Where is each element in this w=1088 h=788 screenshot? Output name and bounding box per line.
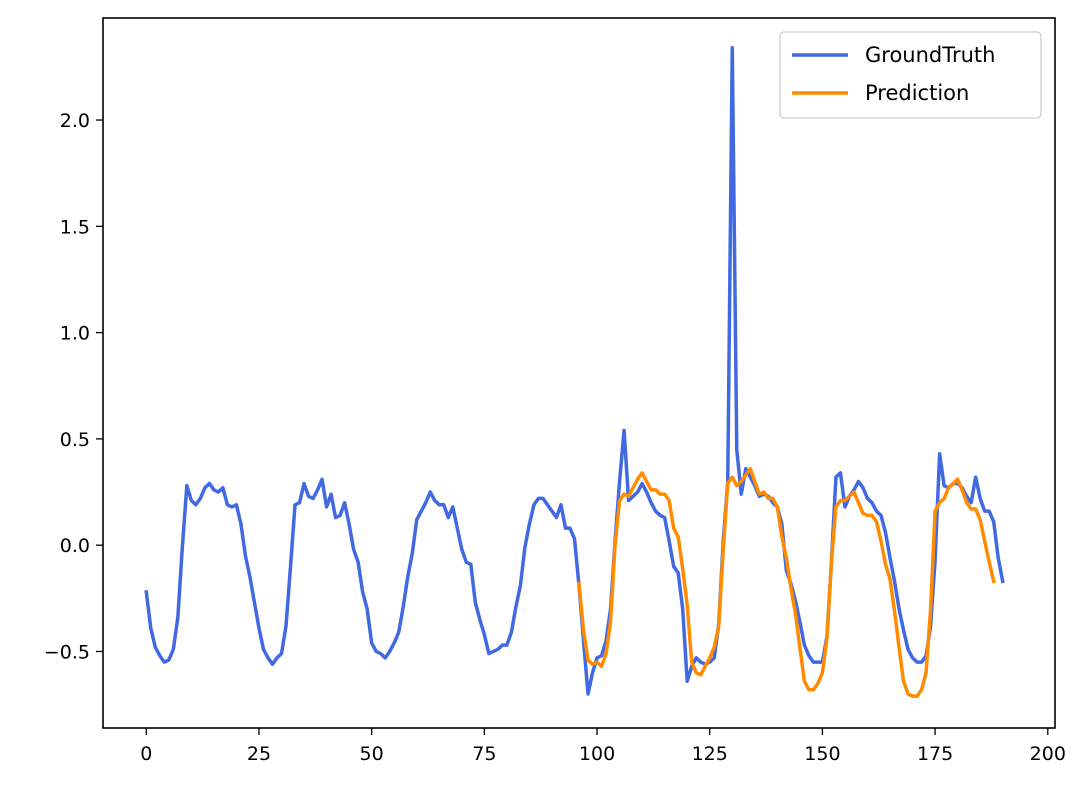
y-tick-label: −0.5 bbox=[44, 641, 90, 663]
y-tick-label: 1.0 bbox=[60, 323, 90, 345]
x-tick-label: 100 bbox=[579, 743, 615, 765]
x-tick-label: 75 bbox=[472, 743, 496, 765]
x-tick-label: 150 bbox=[804, 743, 840, 765]
legend: GroundTruth Prediction bbox=[779, 31, 1042, 119]
legend-label-prediction: Prediction bbox=[865, 81, 969, 105]
y-tick-label: 1.5 bbox=[60, 216, 90, 238]
plot-background bbox=[103, 18, 1055, 728]
x-tick-label: 25 bbox=[247, 743, 271, 765]
y-tick-label: 2.0 bbox=[60, 110, 90, 132]
series-layer bbox=[144, 46, 1005, 698]
x-tick-label: 50 bbox=[360, 743, 384, 765]
x-tick-label: 0 bbox=[140, 743, 152, 765]
x-tick-label: 200 bbox=[1030, 743, 1066, 765]
x-axis: 0 25 50 75 100 125 150 175 200 bbox=[140, 728, 1066, 765]
y-axis: −0.5 0.0 0.5 1.0 1.5 2.0 bbox=[44, 110, 103, 663]
y-tick-label: 0.0 bbox=[60, 535, 90, 557]
plot-frame bbox=[102, 17, 1056, 729]
series-line-prediction bbox=[577, 466, 996, 698]
legend-label-groundtruth: GroundTruth bbox=[865, 43, 995, 67]
series-line-groundtruth bbox=[144, 46, 1005, 696]
y-tick-label: 0.5 bbox=[60, 429, 90, 451]
x-tick-label: 175 bbox=[917, 743, 953, 765]
x-tick-label: 125 bbox=[692, 743, 728, 765]
